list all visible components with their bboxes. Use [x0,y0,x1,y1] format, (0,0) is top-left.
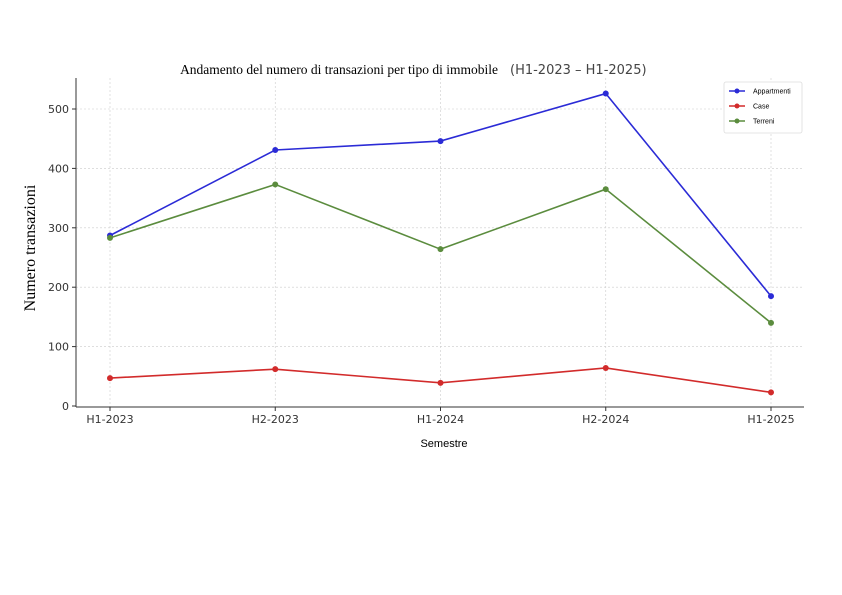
legend-item: Appartmenti [729,88,791,96]
data-point [602,90,609,97]
data-point [272,366,279,373]
legend-label: Case [753,104,769,111]
x-axis-label: Semestre [420,438,467,450]
data-point [602,186,609,193]
grid [76,78,804,407]
legend-swatch-marker [734,88,740,94]
legend-label: Appartmenti [753,89,791,96]
data-point [437,138,444,145]
x-tick-label: H2-2023 [252,413,299,426]
series-case [107,364,774,396]
y-axis-label: Numero transazioni [22,184,39,311]
legend: Appartmenti Case Terreni [723,81,803,134]
data-point [602,364,609,371]
data-point [768,293,774,300]
tick-labels: 0 100 200 300 400 500 H1-2023 H2-2023 H1-2024 H2-… [48,103,795,426]
x-tick-label: H2-2024 [582,413,629,426]
chart-title: Andamento del numero di transazioni per … [180,62,498,77]
series-terreni [107,181,774,326]
data-point [768,319,774,326]
legend-item: Terreni [729,118,775,126]
data-point [437,379,444,386]
x-tick-label: H1-2024 [417,413,464,426]
data-point [272,181,279,188]
y-tick-label: 500 [48,103,69,116]
legend-swatch-marker [734,103,740,109]
data-point [107,234,113,241]
data-point [437,246,444,253]
y-tick-label: 300 [48,222,69,235]
legend-swatch-marker [734,118,740,124]
legend-label: Terreni [753,119,775,126]
data-point [272,146,279,153]
chart-subtitle: (H1-2023 – H1-2025) [510,63,647,78]
y-tick-label: 100 [48,341,69,354]
x-tick-label: H1-2025 [747,413,794,426]
y-tick-label: 0 [62,400,69,413]
data-point [107,375,113,382]
axes [72,78,804,411]
data-point [768,389,774,396]
y-tick-label: 200 [48,281,69,294]
y-tick-label: 400 [48,162,69,175]
legend-item: Case [729,103,769,111]
series-lines [107,90,774,396]
x-tick-label: H1-2023 [86,413,133,426]
